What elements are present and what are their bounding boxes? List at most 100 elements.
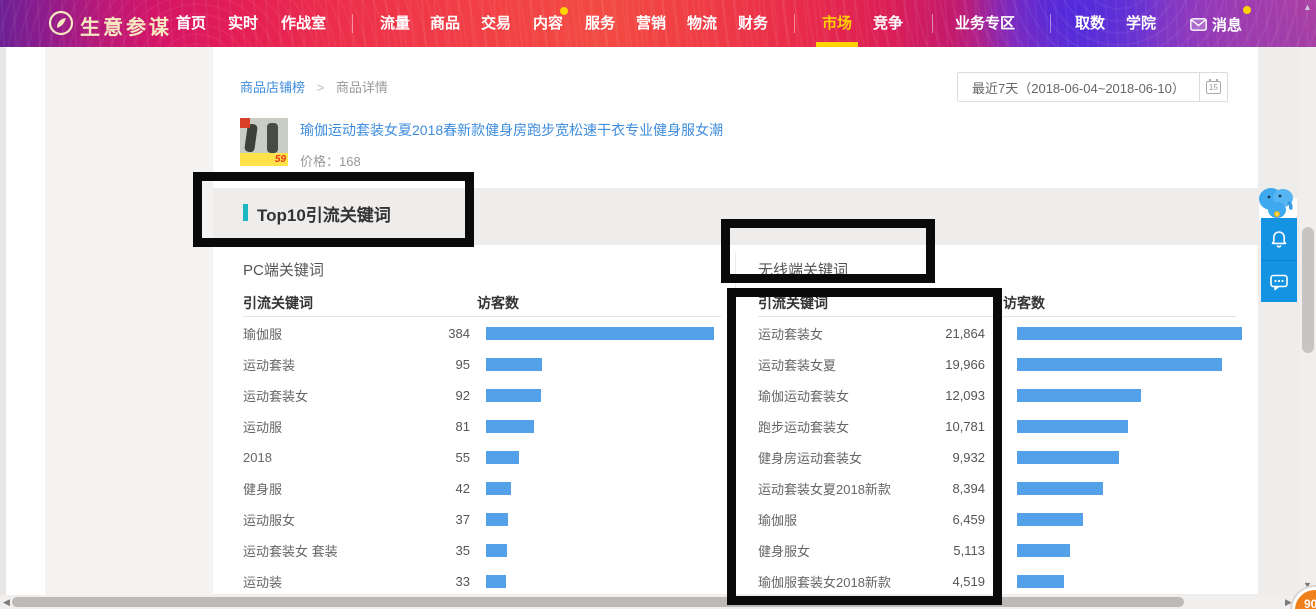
wireless-keyword-row: 瑜伽运动套装女 12,093 — [758, 380, 1240, 411]
keyword-label: 2018 — [243, 450, 272, 465]
brand-title[interactable]: 生意参谋 — [80, 17, 172, 39]
assistant-ball-label: 90 — [1304, 597, 1316, 609]
visitor-bar — [486, 451, 519, 464]
visitor-count: 92 — [455, 388, 470, 403]
visitor-count: 9,932 — [952, 450, 985, 465]
keyword-label: 运动套装女 — [243, 389, 309, 404]
keyword-label: 瑜伽服 — [243, 327, 283, 342]
wireless-keyword-row: 跑步运动套装女 10,781 — [758, 411, 1240, 442]
wireless-keyword-row: 健身服女 5,113 — [758, 535, 1240, 566]
wireless-table-header: 引流关键词 访客数 — [758, 293, 1236, 317]
visitor-bar — [1017, 389, 1142, 402]
nav-item-5[interactable]: 商品 — [430, 15, 461, 32]
wireless-keyword-row: 健身房运动套装女 9,932 — [758, 442, 1240, 473]
visitor-bar — [486, 358, 543, 371]
nav-divider — [794, 14, 795, 33]
floating-assistant-ball[interactable]: 90 — [1292, 587, 1316, 609]
keywords-card: PC端关键词 引流关键词 访客数 瑜伽服 384 运动套装 95 运动套装女 92 运动服 8… — [213, 245, 1258, 594]
nav-item-message[interactable]: 消息 — [1190, 14, 1242, 35]
floating-toolbar — [1261, 218, 1297, 302]
visitor-bar-track — [1001, 420, 1226, 433]
wireless-keyword-row: 运动套装女夏 19,966 — [758, 349, 1240, 380]
product-title-link[interactable]: 瑜伽运动套装女夏2018春新款健身房跑步宽松速干衣专业健身服女潮 — [300, 122, 724, 138]
visitor-bar-track — [478, 389, 706, 402]
visitor-bar — [486, 544, 507, 557]
visitor-bar — [486, 389, 541, 402]
left-light-strip — [45, 47, 213, 595]
wireless-keyword-row: 运动套装女夏2018新款 8,394 — [758, 473, 1240, 504]
thumbnail-price-badge: 59 — [240, 153, 288, 166]
breadcrumb-separator: > — [316, 80, 325, 95]
left-white-strip — [6, 47, 45, 595]
visitor-count: 19,966 — [945, 357, 985, 372]
nav-item-16[interactable]: 学院 — [1126, 15, 1157, 32]
keyword-label: 瑜伽运动套装女 — [758, 389, 850, 404]
visitor-count: 42 — [455, 481, 470, 496]
visitor-bar-track — [478, 420, 706, 433]
keyword-label: 健身房运动套装女 — [758, 451, 863, 466]
pc-keyword-row: 运动服女 37 — [243, 504, 725, 535]
keyword-label: 运动套装 — [243, 358, 296, 373]
scroll-down-arrow[interactable]: ▼ — [1303, 580, 1312, 590]
nav-divider — [1050, 14, 1051, 33]
pc-panel-title: PC端关键词 — [243, 262, 324, 279]
nav-item-2[interactable]: 实时 — [228, 15, 259, 32]
breadcrumb-link-rank[interactable]: 商品店铺榜 — [240, 80, 306, 95]
vertical-scrollbar-thumb[interactable] — [1302, 227, 1314, 353]
message-label: 消息 — [1212, 17, 1243, 34]
visitor-bar-track — [478, 358, 706, 371]
column-keyword: 引流关键词 — [758, 295, 828, 311]
nav-item-9[interactable]: 营销 — [636, 15, 667, 32]
nav-item-8[interactable]: 服务 — [585, 15, 616, 32]
nav-item-6[interactable]: 交易 — [481, 15, 512, 32]
nav-item-15[interactable]: 取数 — [1075, 15, 1106, 32]
visitor-bar — [1017, 420, 1128, 433]
visitor-bar — [486, 420, 535, 433]
visitor-bar — [486, 482, 511, 495]
visitor-count: 4,519 — [952, 574, 985, 589]
nav-item-1[interactable]: 首页 — [176, 15, 207, 32]
scroll-left-arrow[interactable]: ◀ — [3, 597, 10, 607]
visitor-bar — [1017, 358, 1223, 371]
keyword-label: 运动服 — [243, 420, 283, 435]
visitor-bar-track — [478, 544, 706, 557]
nav-item-13[interactable]: 竞争 — [873, 15, 904, 32]
product-thumbnail[interactable]: 59 — [240, 118, 288, 166]
pc-keyword-row: 瑜伽服 384 — [243, 318, 725, 349]
nav-divider — [932, 14, 933, 33]
nav-item-12[interactable]: 市场 — [822, 15, 853, 32]
scroll-right-arrow[interactable]: ▶ — [1285, 597, 1292, 607]
keyword-label: 瑜伽服 — [758, 513, 798, 528]
visitor-count: 12,093 — [945, 388, 985, 403]
column-visitors: 访客数 — [477, 295, 519, 311]
thumbnail-corner-badge — [240, 118, 250, 128]
date-range-picker[interactable]: 最近7天（2018-06-04~2018-06-10） 15 — [957, 72, 1228, 102]
keyword-label: 运动套装女 套装 — [243, 544, 338, 559]
nav-item-11[interactable]: 财务 — [738, 15, 769, 32]
keyword-label: 跑步运动套装女 — [758, 420, 850, 435]
nav-item-14[interactable]: 业务专区 — [955, 15, 1016, 32]
visitor-bar-track — [1001, 482, 1226, 495]
page-left-edge — [0, 47, 6, 595]
pc-keyword-row: 运动套装女 92 — [243, 380, 725, 411]
nav-item-4[interactable]: 流量 — [380, 15, 411, 32]
scroll-up-arrow[interactable]: ▲ — [1303, 2, 1312, 12]
calendar-button[interactable]: 15 — [1198, 73, 1227, 101]
envelope-icon — [1190, 18, 1207, 31]
nav-item-7[interactable]: 内容 — [533, 15, 564, 32]
notifications-button[interactable] — [1261, 218, 1297, 260]
visitor-count: 35 — [455, 543, 470, 558]
keyword-label: 瑜伽服套装女2018新款 — [758, 575, 891, 590]
visitor-count: 6,459 — [952, 512, 985, 527]
visitor-bar-track — [478, 513, 706, 526]
nav-item-3[interactable]: 作战室 — [281, 15, 327, 32]
visitor-bar — [486, 575, 506, 588]
nav-item-10[interactable]: 物流 — [687, 15, 718, 32]
chat-button[interactable] — [1261, 260, 1297, 302]
top-nav: 生意参谋 消息 首页 实时 作战室 流量 商品 交易 内容 服务 营销 物流 财务 市场 竞争 业务专区 取… — [0, 0, 1316, 47]
visitor-count: 5,113 — [953, 543, 985, 558]
horizontal-scrollbar-thumb[interactable] — [12, 597, 1184, 607]
visitor-count: 384 — [448, 326, 470, 341]
visitor-bar-track — [1001, 513, 1226, 526]
